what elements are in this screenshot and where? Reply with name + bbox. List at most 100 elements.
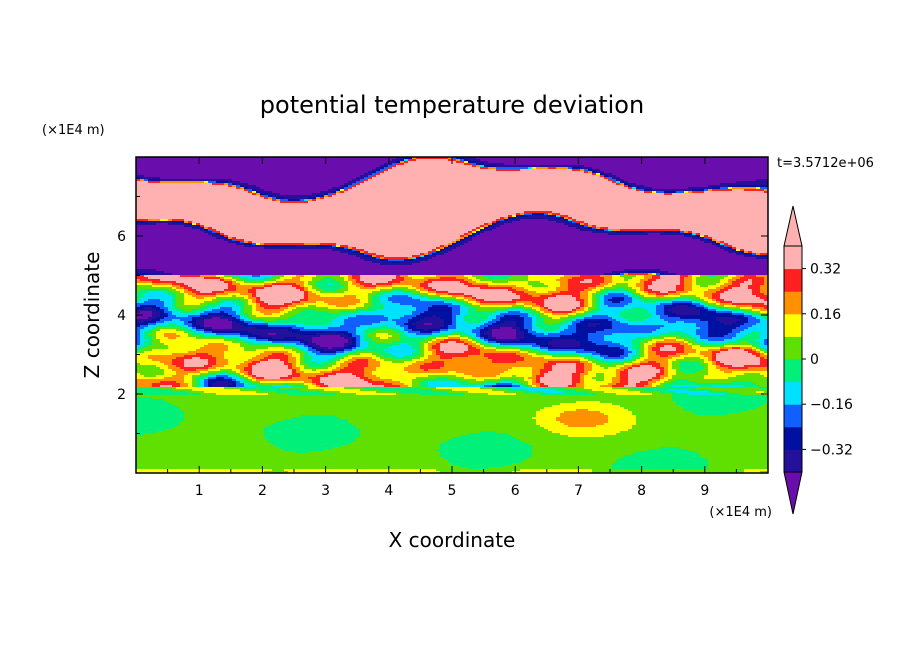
contour-cell	[580, 305, 585, 308]
contour-cell	[432, 389, 453, 392]
contour-cell	[700, 297, 709, 300]
contour-cell	[536, 317, 545, 320]
contour-cell	[584, 385, 601, 388]
x-axis-label: X coordinate	[389, 528, 516, 552]
contour-cell	[656, 375, 661, 378]
contour-cell	[196, 311, 205, 314]
contour-cell	[364, 375, 377, 378]
contour-cell	[724, 277, 733, 280]
contour-cell	[344, 191, 645, 194]
contour-cell	[664, 337, 677, 340]
contour-cell	[588, 333, 613, 336]
contour-cell	[364, 331, 373, 334]
contour-cell	[260, 359, 269, 362]
contour-cell	[328, 193, 333, 196]
contour-cell	[244, 325, 269, 328]
contour-cell	[544, 363, 557, 366]
contour-cell	[252, 365, 289, 368]
contour-cell	[364, 339, 373, 342]
contour-cell	[136, 457, 445, 460]
contour-cell	[600, 291, 609, 294]
contour-cell	[288, 359, 297, 362]
contour-cell	[508, 219, 521, 222]
contour-cell	[708, 459, 768, 462]
contour-cell	[284, 469, 437, 472]
contour-cell	[760, 353, 765, 356]
contour-cell	[568, 325, 577, 328]
contour-cell	[136, 449, 285, 452]
contour-cell	[252, 193, 257, 196]
contour-cell	[572, 319, 577, 322]
contour-cell	[136, 311, 141, 314]
colorbar-segment	[784, 246, 802, 270]
contour-cell	[184, 301, 205, 304]
contour-cell	[136, 417, 185, 420]
contour-cell	[656, 341, 685, 344]
contour-cell	[140, 311, 153, 314]
contour-cell	[712, 353, 717, 356]
contour-cell	[556, 289, 569, 292]
contour-cell	[184, 415, 301, 418]
contour-cell	[600, 355, 609, 358]
contour-cell	[140, 289, 169, 292]
contour-cell	[556, 363, 577, 366]
contour-cell	[584, 171, 589, 174]
contour-cell	[356, 315, 385, 318]
contour-cell	[592, 293, 597, 296]
contour-cell	[560, 283, 569, 286]
contour-cell	[764, 339, 768, 342]
contour-cell	[724, 249, 733, 252]
contour-cell	[720, 351, 749, 354]
contour-cell	[688, 449, 768, 452]
contour-cell	[336, 353, 345, 356]
contour-cell	[528, 353, 537, 356]
contour-cell	[340, 365, 349, 368]
contour-cell	[700, 369, 709, 372]
contour-cell	[672, 381, 697, 384]
contour-cell	[636, 275, 645, 278]
contour-cell	[436, 469, 521, 472]
contour-cell	[276, 279, 285, 282]
contour-cell	[444, 361, 493, 364]
contour-cell	[136, 263, 381, 266]
contour-cell	[720, 369, 768, 372]
contour-cell	[376, 375, 429, 378]
contour-cell	[160, 329, 177, 332]
colorbar-segment	[784, 291, 802, 315]
contour-cell	[672, 395, 768, 398]
contour-cell	[596, 359, 605, 362]
contour-cell	[528, 275, 565, 278]
contour-cell	[208, 359, 217, 362]
contour-cell	[200, 315, 209, 318]
contour-cell	[504, 321, 517, 324]
contour-cell	[344, 343, 353, 346]
contour-cell	[532, 417, 557, 420]
contour-cell	[392, 167, 481, 170]
contour-cell	[580, 275, 601, 278]
contour-cell	[304, 293, 309, 296]
contour-cell	[708, 309, 717, 312]
contour-cell	[656, 367, 665, 370]
contour-cell	[208, 303, 221, 306]
contour-cell	[652, 377, 661, 380]
contour-cell	[136, 349, 141, 352]
contour-cell	[240, 307, 245, 310]
contour-cell	[156, 337, 169, 340]
contour-cell	[536, 375, 545, 378]
contour-cell	[308, 281, 317, 284]
contour-cell	[324, 349, 337, 352]
contour-cell	[716, 357, 761, 360]
contour-cell	[288, 351, 297, 354]
contour-cell	[136, 409, 181, 412]
contour-cell	[360, 279, 393, 282]
contour-cell	[356, 437, 453, 440]
contour-cell	[564, 217, 569, 220]
contour-cell	[464, 393, 489, 396]
contour-cell	[528, 289, 557, 292]
contour-cell	[172, 285, 181, 288]
contour-cell	[192, 333, 205, 336]
contour-cell	[700, 313, 733, 316]
contour-cell	[760, 319, 768, 322]
contour-cell	[704, 293, 713, 296]
contour-cell	[392, 319, 409, 322]
